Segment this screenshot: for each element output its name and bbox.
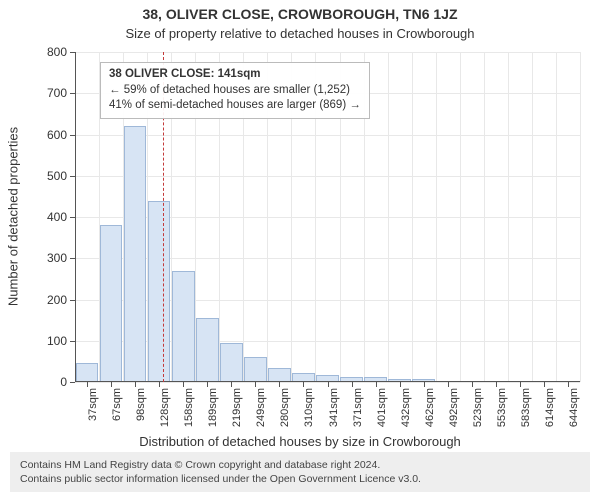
x-tick-mark: [400, 382, 401, 387]
y-tick-label: 200: [47, 293, 67, 307]
x-tick-label: 37sqm: [87, 388, 99, 421]
y-tick-label: 400: [47, 210, 67, 224]
histogram-bar: [244, 357, 267, 382]
x-tick-label: 492sqm: [448, 388, 460, 427]
x-tick-label: 583sqm: [520, 388, 532, 427]
x-tick-label: 462sqm: [424, 388, 436, 427]
x-tick-mark: [87, 382, 88, 387]
grid-line-v: [532, 52, 533, 382]
x-tick-mark: [424, 382, 425, 387]
x-tick-mark: [207, 382, 208, 387]
grid-line-v: [556, 52, 557, 382]
x-tick-mark: [352, 382, 353, 387]
annotation-line-3: 41% of semi-detached houses are larger (…: [109, 98, 361, 114]
x-tick-mark: [472, 382, 473, 387]
x-axis-line: [75, 381, 580, 382]
y-tick-label: 800: [47, 45, 67, 59]
x-tick-mark: [135, 382, 136, 387]
x-tick-mark: [111, 382, 112, 387]
histogram-bar: [172, 271, 195, 382]
y-tick-label: 700: [47, 86, 67, 100]
x-tick-label: 310sqm: [303, 388, 315, 427]
grid-line-h: [75, 135, 580, 136]
x-tick-mark: [279, 382, 280, 387]
histogram-bar: [268, 368, 291, 382]
x-tick-mark: [303, 382, 304, 387]
footer-line-1: Contains HM Land Registry data © Crown c…: [20, 458, 580, 472]
histogram-bar: [76, 363, 99, 382]
histogram-bar: [124, 126, 147, 382]
x-tick-mark: [496, 382, 497, 387]
y-tick-label: 600: [47, 128, 67, 142]
grid-line-v: [412, 52, 413, 382]
chart-plot-area: 010020030040050060070080037sqm67sqm98sqm…: [75, 52, 580, 382]
x-tick-label: 128sqm: [159, 388, 171, 427]
x-tick-label: 280sqm: [279, 388, 291, 427]
histogram-bar: [148, 201, 171, 382]
footer-line-2: Contains public sector information licen…: [20, 472, 580, 486]
x-tick-mark: [544, 382, 545, 387]
x-tick-mark: [255, 382, 256, 387]
x-tick-mark: [568, 382, 569, 387]
y-tick-mark: [70, 382, 75, 383]
grid-line-v: [580, 52, 581, 382]
x-tick-label: 158sqm: [183, 388, 195, 427]
x-tick-label: 98sqm: [135, 388, 147, 421]
x-tick-mark: [328, 382, 329, 387]
annotation-title: 38 OLIVER CLOSE: 141sqm: [109, 67, 361, 83]
x-tick-mark: [376, 382, 377, 387]
histogram-bar: [100, 225, 123, 382]
x-tick-label: 67sqm: [111, 388, 123, 421]
histogram-bar: [220, 343, 243, 382]
x-tick-label: 189sqm: [207, 388, 219, 427]
grid-line-v: [436, 52, 437, 382]
grid-line-v: [508, 52, 509, 382]
x-tick-mark: [520, 382, 521, 387]
y-tick-label: 0: [60, 375, 67, 389]
grid-line-v: [484, 52, 485, 382]
grid-line-h: [75, 52, 580, 53]
x-tick-label: 614sqm: [544, 388, 556, 427]
y-tick-label: 300: [47, 251, 67, 265]
grid-line-v: [460, 52, 461, 382]
y-tick-label: 500: [47, 169, 67, 183]
x-tick-mark: [448, 382, 449, 387]
x-tick-mark: [183, 382, 184, 387]
annotation-line-2: ← 59% of detached houses are smaller (1,…: [109, 83, 361, 99]
y-axis-line: [75, 52, 76, 382]
x-tick-label: 644sqm: [568, 388, 580, 427]
chart-title-line2: Size of property relative to detached ho…: [0, 26, 600, 41]
x-tick-label: 553sqm: [496, 388, 508, 427]
chart-title-line1: 38, OLIVER CLOSE, CROWBOROUGH, TN6 1JZ: [0, 6, 600, 22]
x-tick-label: 371sqm: [352, 388, 364, 427]
x-tick-label: 523sqm: [472, 388, 484, 427]
x-tick-label: 249sqm: [255, 388, 267, 427]
x-tick-label: 341sqm: [328, 388, 340, 427]
x-tick-mark: [159, 382, 160, 387]
x-tick-label: 432sqm: [400, 388, 412, 427]
annotation-box: 38 OLIVER CLOSE: 141sqm← 59% of detached…: [100, 62, 370, 119]
histogram-bar: [196, 318, 219, 382]
x-tick-label: 401sqm: [376, 388, 388, 427]
x-axis-label: Distribution of detached houses by size …: [0, 434, 600, 449]
grid-line-v: [388, 52, 389, 382]
attribution-footer: Contains HM Land Registry data © Crown c…: [10, 452, 590, 492]
grid-line-h: [75, 176, 580, 177]
x-tick-mark: [231, 382, 232, 387]
y-axis-label: Number of detached properties: [6, 117, 21, 317]
y-tick-label: 100: [47, 334, 67, 348]
x-tick-label: 219sqm: [231, 388, 243, 427]
